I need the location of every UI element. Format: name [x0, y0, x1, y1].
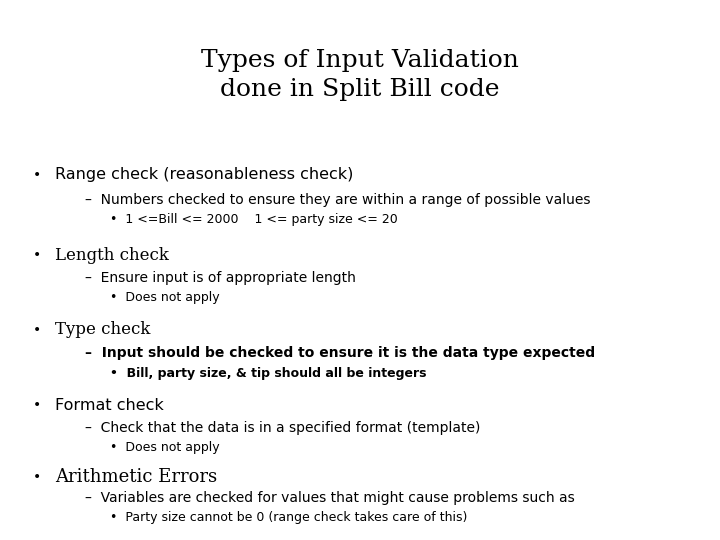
Text: •  Party size cannot be 0 (range check takes care of this): • Party size cannot be 0 (range check ta… — [110, 511, 467, 524]
Text: Length check: Length check — [55, 246, 169, 264]
Text: •  Does not apply: • Does not apply — [110, 292, 220, 305]
Text: –  Ensure input is of appropriate length: – Ensure input is of appropriate length — [85, 271, 356, 285]
Text: Arithmetic Errors: Arithmetic Errors — [55, 468, 217, 486]
Text: Type check: Type check — [55, 321, 150, 339]
Text: •  1 <=Bill <= 2000    1 <= party size <= 20: • 1 <=Bill <= 2000 1 <= party size <= 20 — [110, 213, 397, 226]
Text: Range check (reasonableness check): Range check (reasonableness check) — [55, 167, 354, 183]
Text: •: • — [33, 470, 41, 484]
Text: –  Numbers checked to ensure they are within a range of possible values: – Numbers checked to ensure they are wit… — [85, 193, 590, 207]
Text: •: • — [33, 323, 41, 337]
Text: –  Input should be checked to ensure it is the data type expected: – Input should be checked to ensure it i… — [85, 346, 595, 360]
Text: •: • — [33, 248, 41, 262]
Text: Format check: Format check — [55, 397, 163, 413]
Text: Types of Input Validation
done in Split Bill code: Types of Input Validation done in Split … — [201, 49, 519, 101]
Text: •  Bill, party size, & tip should all be integers: • Bill, party size, & tip should all be … — [110, 367, 426, 380]
Text: •: • — [33, 398, 41, 412]
Text: •  Does not apply: • Does not apply — [110, 442, 220, 455]
Text: –  Variables are checked for values that might cause problems such as: – Variables are checked for values that … — [85, 491, 575, 505]
Text: –  Check that the data is in a specified format (template): – Check that the data is in a specified … — [85, 421, 480, 435]
Text: •: • — [33, 168, 41, 182]
